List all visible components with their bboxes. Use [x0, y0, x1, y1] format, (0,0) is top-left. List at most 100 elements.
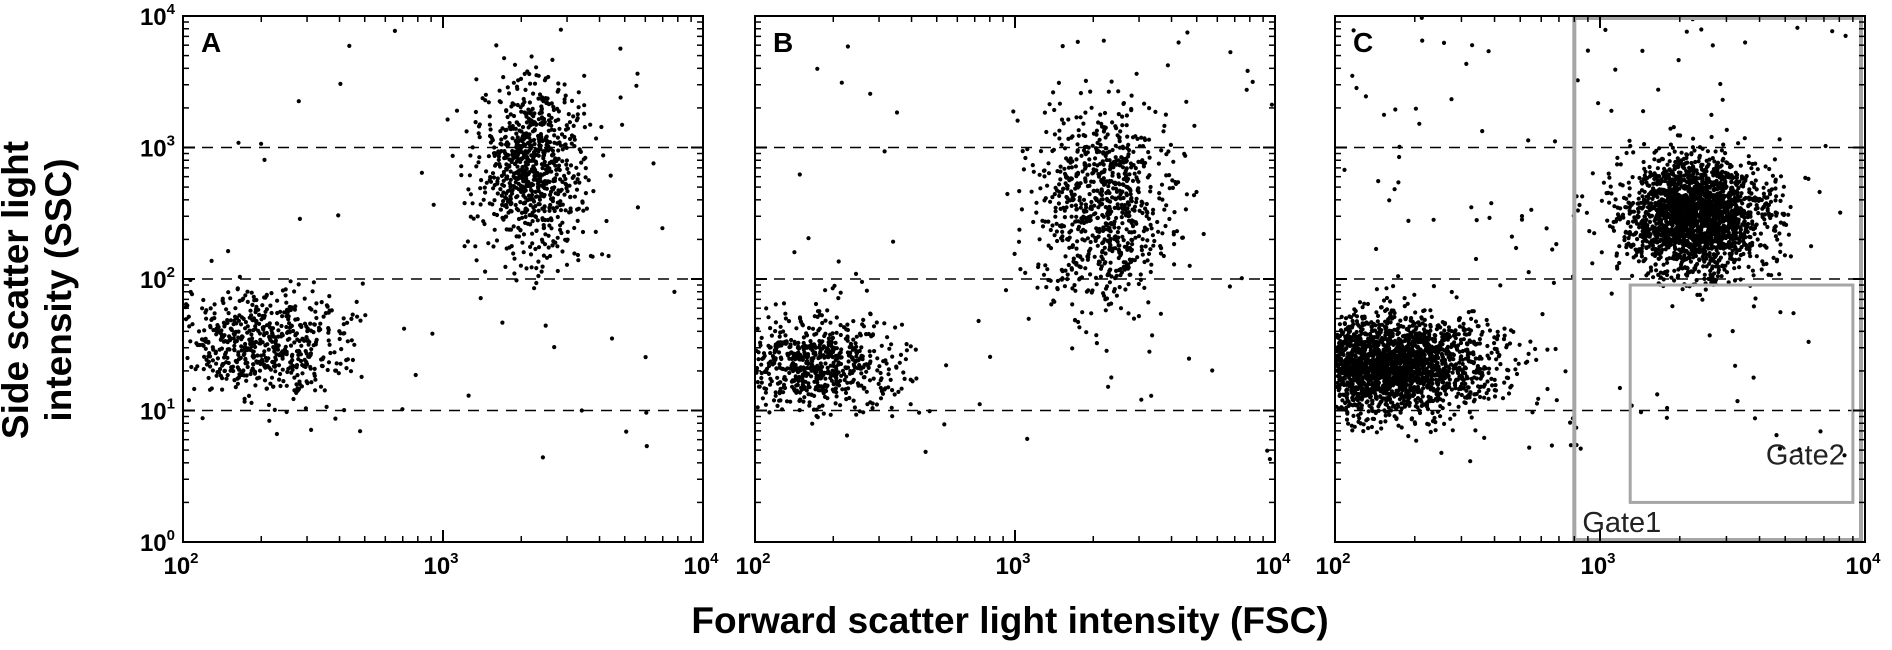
data-point [871, 376, 876, 381]
data-point [834, 330, 839, 335]
data-point [759, 371, 764, 376]
panel-label: A [201, 27, 221, 58]
data-point [1351, 332, 1356, 337]
data-point [558, 143, 564, 148]
data-point [1060, 44, 1065, 49]
data-point [1448, 416, 1453, 421]
data-point [284, 409, 289, 415]
data-point [543, 323, 548, 328]
data-point [781, 329, 786, 334]
data-point [588, 253, 594, 259]
data-point [264, 386, 269, 391]
data-point [844, 433, 850, 438]
data-point [1410, 319, 1415, 324]
data-point [276, 343, 281, 348]
data-point [804, 388, 809, 393]
data-point [1421, 351, 1426, 357]
data-point [1526, 270, 1531, 275]
data-point [1428, 324, 1433, 329]
data-point [1338, 339, 1343, 344]
data-point [864, 332, 869, 337]
data-point [1494, 366, 1499, 371]
data-point [854, 350, 859, 355]
data-point [520, 125, 526, 130]
data-point [780, 407, 785, 412]
data-point [531, 198, 536, 203]
data-point [504, 176, 509, 181]
data-point [256, 328, 261, 333]
data-point [392, 28, 397, 33]
data-point [548, 160, 553, 165]
data-point [1119, 155, 1124, 160]
data-point [508, 127, 513, 132]
data-point [1114, 215, 1119, 221]
data-point [326, 338, 331, 343]
data-point [1465, 395, 1470, 400]
data-point [564, 238, 570, 243]
data-point [1429, 353, 1434, 358]
data-point [1072, 283, 1077, 288]
y-tick-label: 103 [140, 133, 175, 163]
data-point [1145, 238, 1150, 243]
data-point [562, 100, 567, 105]
data-point [499, 137, 504, 142]
data-point [276, 363, 282, 368]
data-point [846, 386, 851, 391]
data-point [1117, 268, 1122, 273]
y-tick-label: 100 [140, 527, 175, 557]
data-point [334, 361, 339, 366]
data-point [241, 296, 246, 301]
data-point [798, 368, 803, 373]
data-point [1376, 404, 1381, 409]
data-point [1502, 380, 1507, 385]
data-point [762, 386, 767, 391]
data-point [558, 177, 563, 182]
data-point [1129, 93, 1134, 98]
data-point [326, 326, 331, 331]
data-point [234, 316, 239, 321]
data-point [299, 343, 304, 348]
data-point [1096, 205, 1101, 210]
data-point [491, 244, 496, 249]
data-point [773, 302, 778, 307]
data-point [226, 249, 231, 254]
data-point [770, 354, 776, 359]
data-point [300, 336, 305, 341]
data-point [291, 328, 296, 334]
data-point [212, 302, 217, 307]
data-point [227, 334, 232, 339]
data-point [344, 366, 349, 371]
data-point [556, 188, 561, 193]
data-point [243, 326, 248, 331]
data-point [1109, 79, 1114, 84]
data-point [542, 151, 547, 156]
data-point [280, 314, 285, 319]
data-point [253, 383, 258, 388]
data-point [534, 266, 539, 271]
data-point [524, 114, 529, 119]
data-point [635, 71, 640, 76]
data-point [868, 91, 873, 96]
data-point [883, 386, 888, 391]
data-point [254, 320, 259, 325]
data-point [236, 350, 241, 355]
data-point [1360, 327, 1365, 332]
data-point [566, 112, 571, 117]
data-point [555, 214, 560, 220]
data-point [280, 367, 285, 372]
data-point [202, 328, 207, 333]
data-point [1023, 270, 1028, 275]
data-point [1489, 376, 1494, 381]
data-point [1492, 377, 1497, 382]
data-point [505, 143, 510, 149]
data-point [828, 320, 833, 325]
data-point [793, 374, 798, 379]
data-point [1106, 302, 1111, 307]
data-point [1086, 145, 1091, 150]
data-point [1166, 149, 1171, 154]
data-point [1441, 380, 1446, 385]
data-point [575, 177, 580, 182]
data-point [812, 342, 817, 347]
data-point [864, 288, 870, 293]
data-point [1083, 78, 1088, 83]
